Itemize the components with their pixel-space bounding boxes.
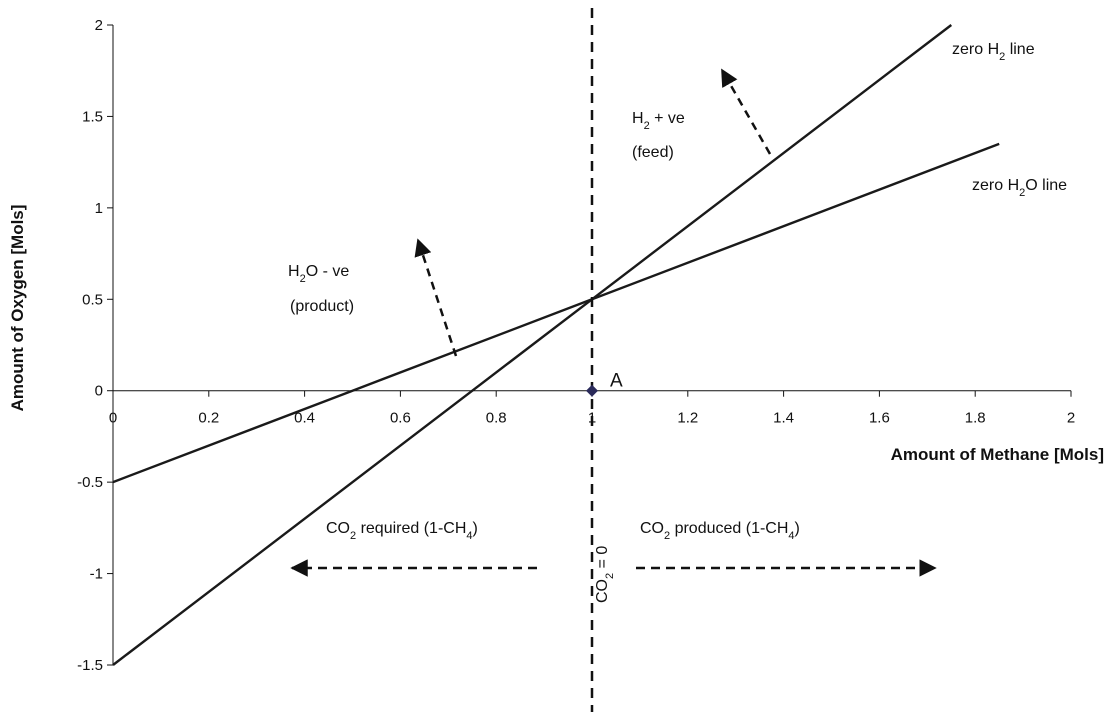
h2-feed-annotation-line1: H2 + ve [632, 110, 685, 132]
point-a-marker [586, 384, 598, 397]
co2-required-label: CO2 required (1-CH4) [326, 520, 478, 542]
y-tick-label: -0.5 [77, 474, 103, 491]
series-line-zero-h2o [112, 142, 1000, 484]
x-tick-label: 2 [1067, 410, 1075, 427]
x-tick-label: 0.4 [294, 410, 315, 427]
point-a-label: A [610, 371, 623, 392]
y-tick-label: 1.5 [82, 108, 103, 125]
x-tick-label: 0.6 [390, 410, 411, 427]
x-axis-title: Amount of Methane [Mols] [891, 445, 1104, 464]
y-tick-label: -1.5 [77, 657, 103, 674]
h2o-product-annotation-line1: H2O - ve [288, 263, 349, 285]
axes: -1.5-1-0.500.511.5200.20.40.60.811.21.41… [77, 17, 1075, 674]
y-tick-label: 1 [95, 200, 103, 217]
zero-h2-line-label: zero H2 line [952, 41, 1035, 63]
h2-feed-arrow [720, 68, 772, 155]
x-tick-label: 1.4 [773, 410, 794, 427]
h2o-product-annotation-line2: (product) [290, 298, 354, 315]
h2o-product-arrow [414, 238, 458, 357]
x-tick-label: 1.6 [869, 410, 890, 427]
h2-feed-annotation-line2: (feed) [632, 144, 674, 161]
y-tick-label: 0.5 [82, 291, 103, 308]
x-tick-label: 0.2 [198, 410, 219, 427]
x-tick-label: 1.8 [965, 410, 986, 427]
zero-h2o-line-label: zero H2O line [972, 177, 1067, 199]
y-tick-label: -1 [90, 566, 103, 583]
co2-zero-label: CO2 = 0 [594, 546, 616, 603]
x-tick-label: 0 [109, 410, 117, 427]
x-tick-label: 0.8 [486, 410, 507, 427]
y-tick-label: 2 [95, 17, 103, 34]
y-tick-label: 0 [95, 383, 103, 400]
x-tick-label: 1.2 [677, 410, 698, 427]
y-axis-title: Amount of Oxygen [Mols] [8, 205, 27, 412]
co2-produced-label: CO2 produced (1-CH4) [640, 520, 800, 542]
